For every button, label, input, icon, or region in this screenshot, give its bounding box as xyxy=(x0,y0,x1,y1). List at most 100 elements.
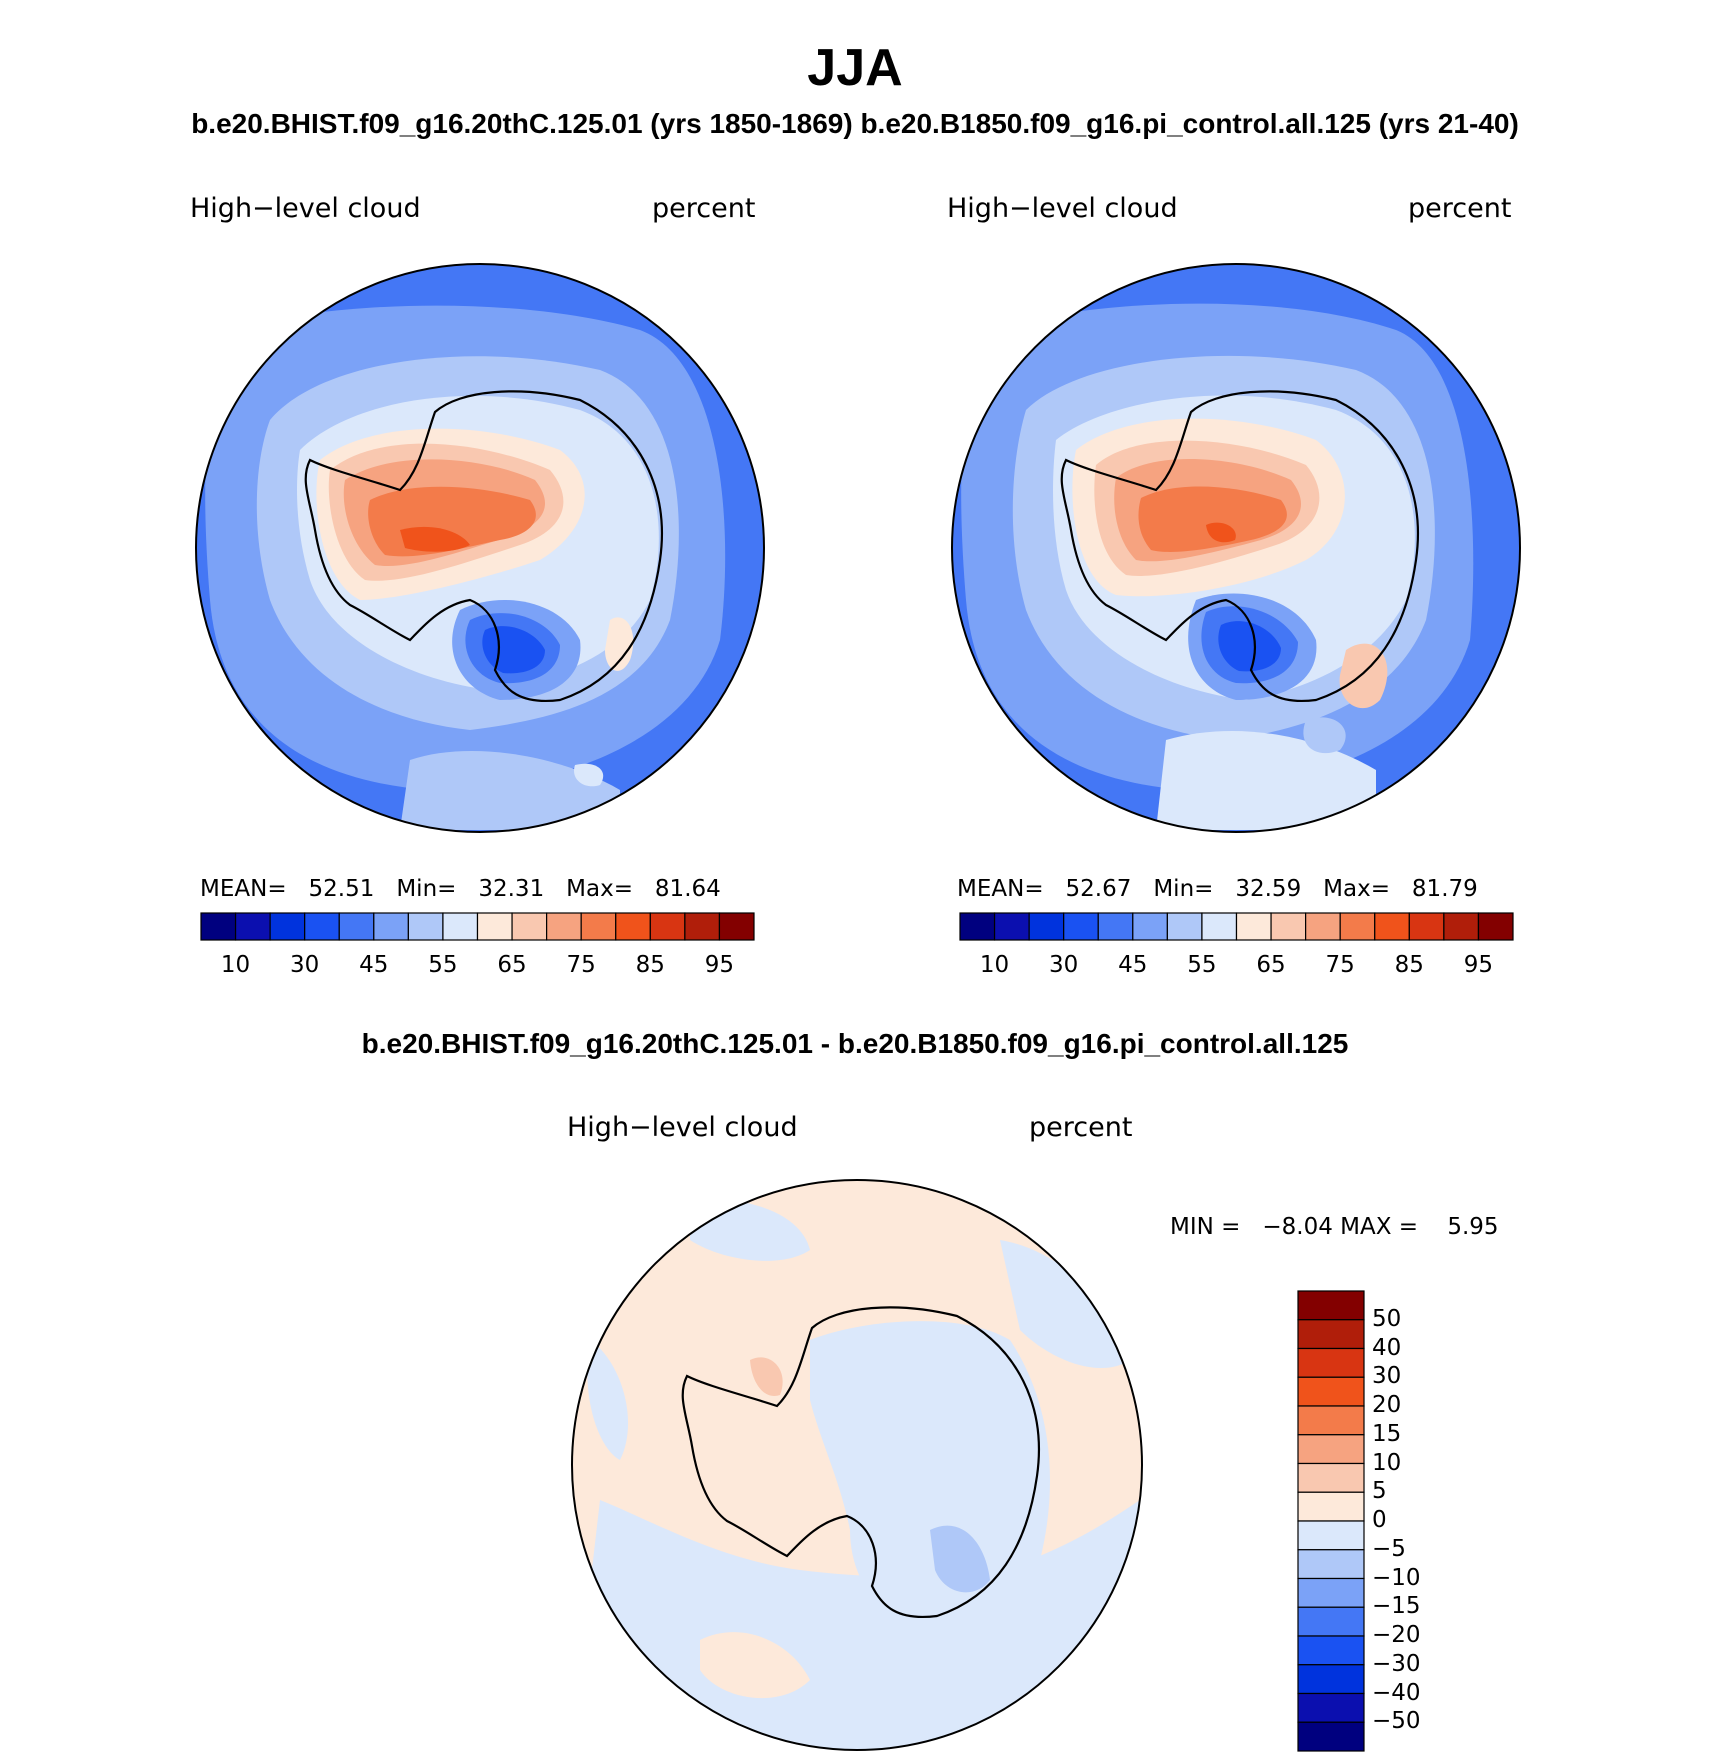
colorbar-tick-label: 95 xyxy=(704,952,735,978)
colorbar-tick-label: 10 xyxy=(979,952,1010,978)
colorbar-swatch xyxy=(1028,912,1065,941)
colorbar-swatch xyxy=(1305,912,1341,941)
colorbar-tick-label: −40 xyxy=(1372,1679,1421,1706)
colorbar-tick-label: 50 xyxy=(1372,1305,1402,1332)
colorbar-tick-label: 40 xyxy=(1372,1334,1402,1361)
colorbar-tick-label: 10 xyxy=(220,952,251,978)
colorbar-swatch xyxy=(684,912,721,941)
colorbar-tick-label: −10 xyxy=(1372,1564,1421,1591)
colorbar-swatch xyxy=(1374,912,1410,941)
colorbar-tick-label: −20 xyxy=(1372,1622,1421,1648)
colorbar-swatch xyxy=(1297,1549,1365,1580)
case-subtitle: b.e20.BHIST.f09_g16.20thC.125.01 (yrs 18… xyxy=(191,108,1519,139)
panel1-variable-label: High−level cloud xyxy=(190,193,421,224)
panel3-units-label: percent xyxy=(1029,1112,1133,1143)
colorbar-tick-label: 10 xyxy=(1372,1449,1402,1476)
panel3-min-value: −8.04 xyxy=(1262,1214,1333,1240)
panel1-min-label: Min= xyxy=(396,876,457,902)
panel1-max-label: Max= xyxy=(566,876,633,902)
colorbar-swatch xyxy=(1132,912,1168,941)
panel1-colorbar xyxy=(200,912,755,941)
colorbar-tick-label: 5 xyxy=(1372,1478,1387,1505)
colorbar-swatch xyxy=(649,912,686,941)
colorbar-swatch xyxy=(442,912,479,941)
colorbar-tick-label: 65 xyxy=(497,952,527,978)
colorbar-swatch xyxy=(304,912,340,941)
colorbar-swatch xyxy=(1297,1520,1365,1551)
difference-title: b.e20.BHIST.f09_g16.20thC.125.01 - b.e20… xyxy=(361,1028,1349,1059)
colorbar-tick-label: 30 xyxy=(1049,952,1079,978)
colorbar-swatch xyxy=(1297,1692,1365,1723)
panel2-coastline xyxy=(1060,390,1419,703)
colorbar-swatch xyxy=(1297,1577,1365,1608)
panel3-max-value: 5.95 xyxy=(1447,1214,1499,1240)
colorbar-tick-label: 45 xyxy=(1118,952,1148,978)
colorbar-swatch xyxy=(338,912,375,941)
colorbar-swatch xyxy=(1063,912,1099,941)
panel2-colorbar xyxy=(959,912,1514,941)
colorbar-swatch xyxy=(1297,1664,1365,1695)
colorbar-swatch xyxy=(1297,1290,1365,1321)
colorbar-swatch xyxy=(993,912,1030,941)
colorbar-swatch xyxy=(1408,912,1445,941)
colorbar-tick-label: −15 xyxy=(1372,1593,1421,1620)
colorbar-tick-label: 95 xyxy=(1463,952,1494,978)
panel2-map-border xyxy=(951,263,1521,833)
colorbar-swatch xyxy=(373,912,409,941)
colorbar-swatch xyxy=(1339,912,1376,941)
colorbar-swatch xyxy=(200,912,237,941)
panel2-max-label: Max= xyxy=(1323,876,1390,902)
figure-title: JJA xyxy=(807,39,903,97)
colorbar-swatch xyxy=(1297,1606,1365,1637)
colorbar-swatch xyxy=(269,912,306,941)
panel3-min-label: MIN = xyxy=(1170,1214,1241,1240)
colorbar-swatch xyxy=(1235,912,1272,941)
colorbar-swatch xyxy=(476,912,513,941)
panel1-stats: MEAN= 52.51 Min= 32.31 Max= 81.64 xyxy=(200,876,721,902)
colorbar-swatch xyxy=(1297,1319,1365,1350)
colorbar-tick-label: 75 xyxy=(1325,952,1355,978)
colorbar-swatch xyxy=(1270,912,1307,941)
panel3-coastline xyxy=(681,1306,1040,1619)
colorbar-swatch xyxy=(615,912,651,941)
colorbar-swatch xyxy=(1297,1347,1365,1378)
colorbar-swatch xyxy=(1443,912,1480,941)
panel2-variable-label: High−level cloud xyxy=(947,193,1178,224)
colorbar-swatch xyxy=(580,912,617,941)
colorbar-swatch xyxy=(1097,912,1134,941)
panel1-coastline xyxy=(304,390,663,703)
panel2-stats: MEAN= 52.67 Min= 32.59 Max= 81.79 xyxy=(957,876,1478,902)
colorbar-tick-label: 85 xyxy=(635,952,665,978)
panel1-mean-label: MEAN= xyxy=(200,876,287,902)
panel2-map xyxy=(952,264,1520,832)
panel3-max-label: MAX = xyxy=(1340,1214,1419,1240)
colorbar-tick-label: 55 xyxy=(1187,952,1217,978)
colorbar-tick-label: −50 xyxy=(1372,1708,1421,1735)
panel1-min-value: 32.31 xyxy=(478,876,545,902)
colorbar-swatch xyxy=(1297,1721,1365,1752)
panel3-stats: MIN = −8.04 MAX = 5.95 xyxy=(1170,1214,1499,1240)
colorbar-swatch xyxy=(1297,1635,1365,1666)
panel1-map xyxy=(196,264,764,832)
panel3-map-border xyxy=(571,1179,1143,1751)
colorbar-swatch xyxy=(546,912,582,941)
colorbar-tick-label: 55 xyxy=(428,952,458,978)
panel2-units-label: percent xyxy=(1408,193,1512,224)
colorbar-swatch xyxy=(1201,912,1238,941)
colorbar-tick-label: 30 xyxy=(290,952,320,978)
panel1-max-value: 81.64 xyxy=(654,876,721,902)
colorbar-swatch xyxy=(1297,1491,1365,1522)
colorbar-swatch xyxy=(407,912,444,941)
panel1-map-border xyxy=(195,263,765,833)
colorbar-swatch xyxy=(1477,912,1514,941)
colorbar-tick-label: 20 xyxy=(1372,1392,1402,1418)
colorbar-tick-label: −5 xyxy=(1372,1535,1406,1562)
panel2-mean-value: 52.67 xyxy=(1065,876,1132,902)
panel2-min-value: 32.59 xyxy=(1235,876,1302,902)
colorbar-tick-label: 85 xyxy=(1394,952,1424,978)
colorbar-tick-label: 65 xyxy=(1256,952,1286,978)
colorbar-swatch xyxy=(718,912,755,941)
colorbar-swatch xyxy=(959,912,996,941)
panel1-units-label: percent xyxy=(652,193,756,224)
